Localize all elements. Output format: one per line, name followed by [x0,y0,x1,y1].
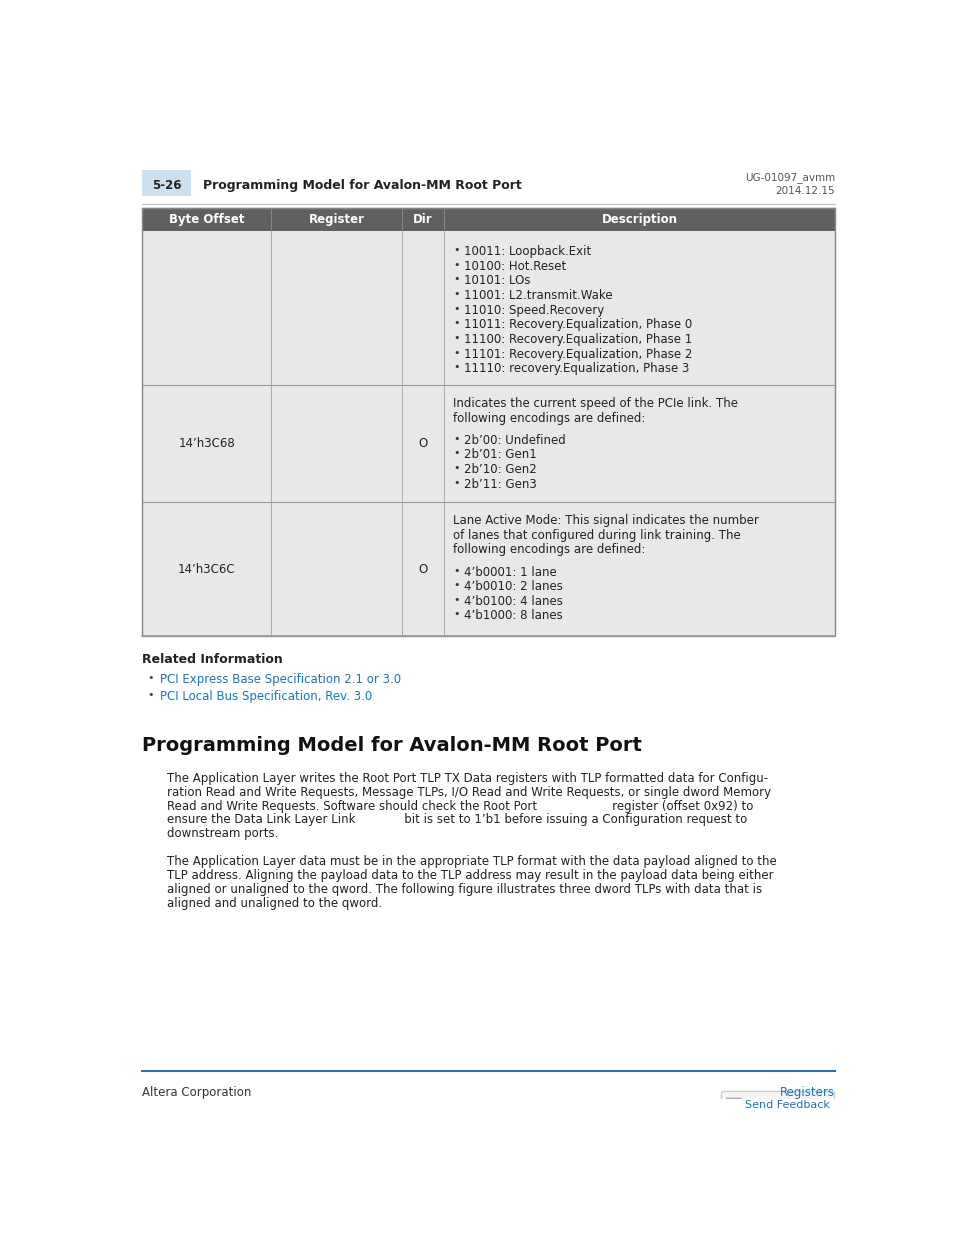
Text: 11101: Recovery.Equalization, Phase 2: 11101: Recovery.Equalization, Phase 2 [463,347,692,361]
Text: Indicates the current speed of the PCIe link. The: Indicates the current speed of the PCIe … [453,396,738,410]
Text: Byte Offset: Byte Offset [169,214,244,226]
Text: 2b’00: Undefined: 2b’00: Undefined [463,433,565,447]
Text: 2014.12.15: 2014.12.15 [775,186,835,196]
Text: •: • [453,289,459,299]
Bar [142,231,835,384]
Text: PCI Local Bus Specification, Rev. 3.0: PCI Local Bus Specification, Rev. 3.0 [159,690,372,703]
Text: 10011: Loopback.Exit: 10011: Loopback.Exit [463,246,591,258]
Text: •: • [453,274,459,284]
Text: 5-26: 5-26 [152,179,181,191]
Text: •: • [147,673,153,683]
Text: •: • [453,347,459,358]
Text: Registers: Registers [780,1086,835,1099]
Bar [142,209,835,636]
Text: O: O [418,437,427,450]
Text: Register: Register [308,214,364,226]
Text: ensure the Data Link Layer Link             bit is set to 1’b1 before issuing a : ensure the Data Link Layer Link bit is s… [167,814,747,826]
Bar [142,209,835,231]
Text: 11011: Recovery.Equalization, Phase 0: 11011: Recovery.Equalization, Phase 0 [463,319,692,331]
Text: 10100: Hot.Reset: 10100: Hot.Reset [463,259,566,273]
Text: of lanes that configured during link training. The: of lanes that configured during link tra… [453,529,740,542]
Text: O: O [418,562,427,576]
Text: 11001: L2.transmit.Wake: 11001: L2.transmit.Wake [463,289,612,303]
Text: following encodings are defined:: following encodings are defined: [453,411,645,425]
Text: 4’b0100: 4 lanes: 4’b0100: 4 lanes [463,595,562,608]
Text: Related Information: Related Information [142,653,283,667]
Text: •: • [453,595,459,605]
Text: 2b’10: Gen2: 2b’10: Gen2 [463,463,537,477]
Text: Dir: Dir [413,214,433,226]
Text: UG-01097_avmm: UG-01097_avmm [744,172,835,183]
Text: Programming Model for Avalon-MM Root Port: Programming Model for Avalon-MM Root Por… [203,179,521,191]
Text: Send Feedback: Send Feedback [744,1100,829,1110]
Text: aligned and unaligned to the qword.: aligned and unaligned to the qword. [167,897,382,910]
FancyBboxPatch shape [720,1092,834,1116]
Text: 4’b0010: 2 lanes: 4’b0010: 2 lanes [463,580,562,593]
Text: 4’b1000: 8 lanes: 4’b1000: 8 lanes [463,609,562,622]
Bar [142,169,191,196]
Text: •: • [453,246,459,256]
FancyBboxPatch shape [725,1098,740,1112]
Text: Description: Description [601,214,677,226]
Text: Programming Model for Avalon-MM Root Port: Programming Model for Avalon-MM Root Por… [142,736,641,756]
Text: •: • [453,333,459,343]
Text: PCI Express Base Specification 2.1 or 3.0: PCI Express Base Specification 2.1 or 3.… [159,673,400,687]
Text: Lane Active Mode: This signal indicates the number: Lane Active Mode: This signal indicates … [453,514,759,527]
Text: •: • [453,566,459,576]
Text: 2b’01: Gen1: 2b’01: Gen1 [463,448,537,462]
Text: following encodings are defined:: following encodings are defined: [453,543,645,556]
Text: ration Read and Write Requests, Message TLPs, I/O Read and Write Requests, or si: ration Read and Write Requests, Message … [167,785,771,799]
Text: •: • [453,463,459,473]
Text: •: • [453,259,459,270]
Text: •: • [453,448,459,458]
Text: 14’h3C6C: 14’h3C6C [177,562,235,576]
Text: •: • [453,609,459,620]
Bar [142,384,835,501]
Text: Altera Corporation: Altera Corporation [142,1086,252,1099]
Text: 14’h3C68: 14’h3C68 [178,437,234,450]
Text: •: • [453,478,459,488]
Text: •: • [453,304,459,314]
Text: •: • [453,433,459,443]
Text: 2b’11: Gen3: 2b’11: Gen3 [463,478,537,490]
Text: 11110: recovery.Equalization, Phase 3: 11110: recovery.Equalization, Phase 3 [463,362,689,375]
Text: The Application Layer writes the Root Port TLP TX Data registers with TLP format: The Application Layer writes the Root Po… [167,772,767,785]
Text: •: • [147,690,153,700]
Text: Read and Write Requests. Software should check the Root Port                    : Read and Write Requests. Software should… [167,799,753,813]
Text: •: • [453,580,459,590]
Text: •: • [453,319,459,329]
Text: downstream ports.: downstream ports. [167,827,278,840]
Text: 10101: LOs: 10101: LOs [463,274,530,288]
Text: •: • [453,362,459,372]
Text: The Application Layer data must be in the appropriate TLP format with the data p: The Application Layer data must be in th… [167,855,777,868]
Text: TLP address. Aligning the payload data to the TLP address may result in the payl: TLP address. Aligning the payload data t… [167,869,773,882]
Bar [142,501,835,636]
Text: 11100: Recovery.Equalization, Phase 1: 11100: Recovery.Equalization, Phase 1 [463,333,692,346]
Text: 4’b0001: 1 lane: 4’b0001: 1 lane [463,566,557,578]
Text: aligned or unaligned to the qword. The following figure illustrates three dword : aligned or unaligned to the qword. The f… [167,883,761,895]
Text: 11010: Speed.Recovery: 11010: Speed.Recovery [463,304,603,316]
